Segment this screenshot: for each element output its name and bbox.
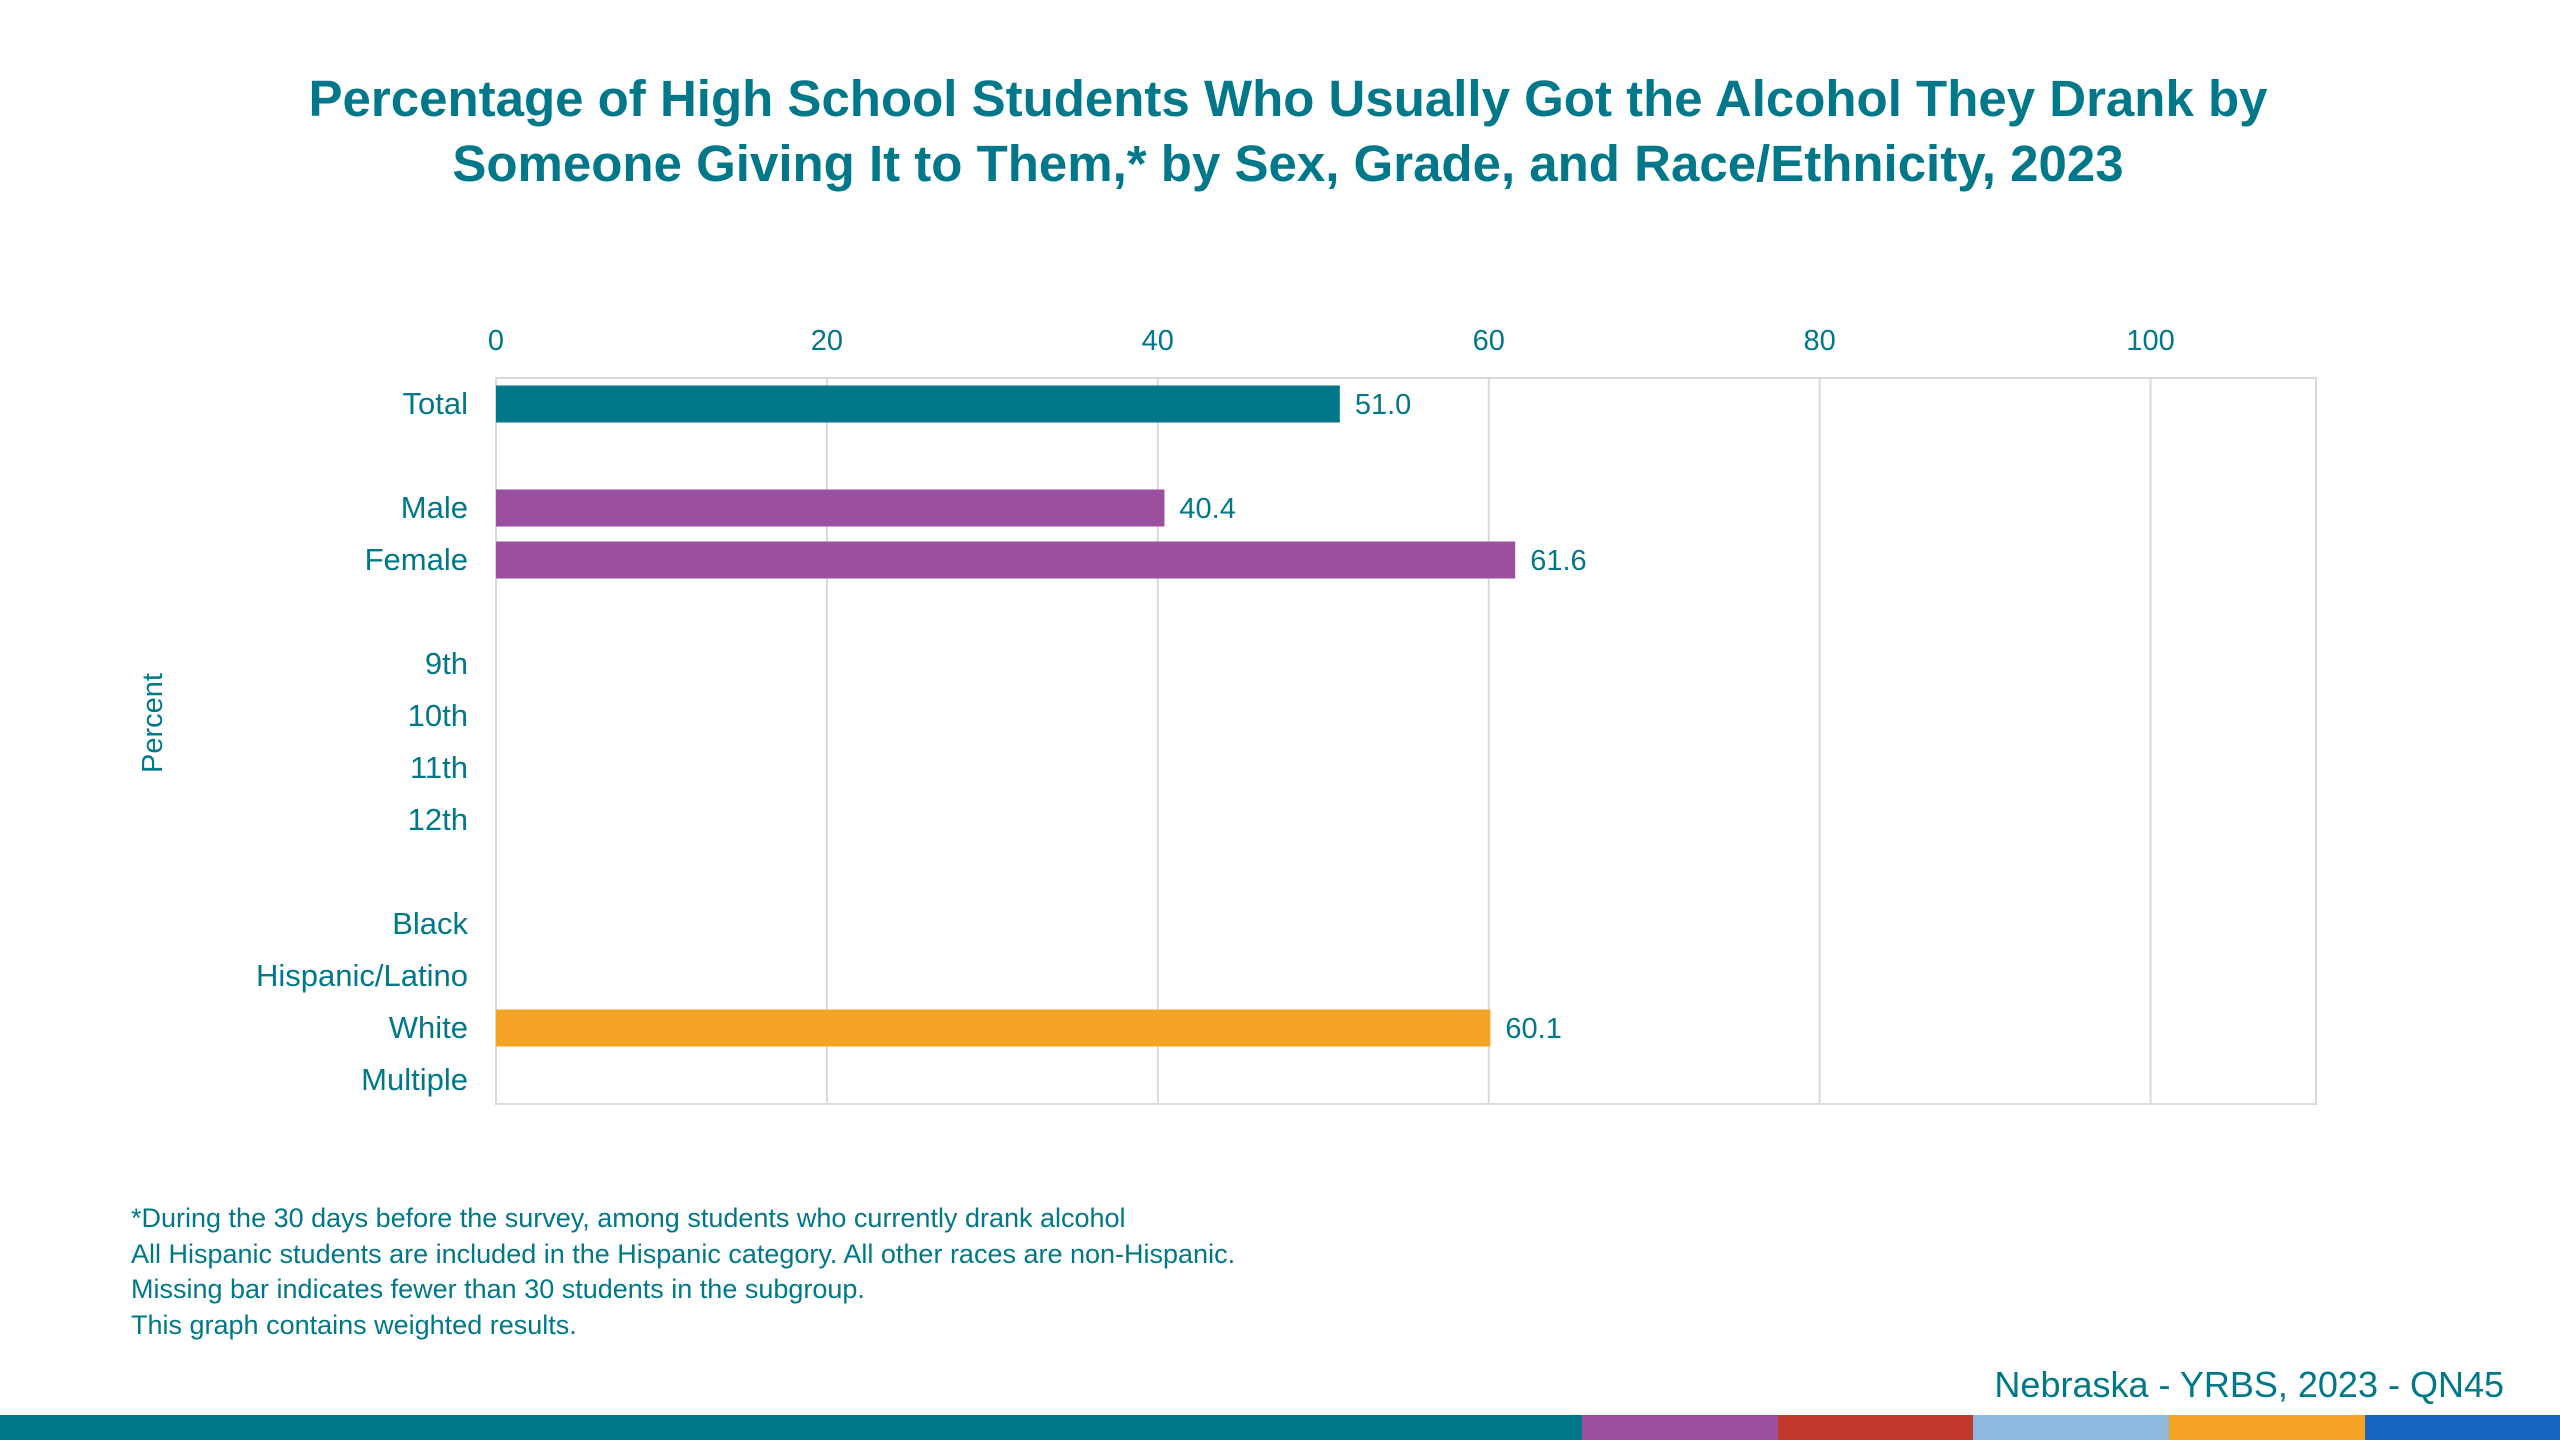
value-label: 51.0: [1355, 389, 1411, 421]
x-tick-label: 80: [1804, 325, 1836, 357]
x-axis-ticks: 0 20 40 60 80 100: [488, 325, 2175, 357]
x-tick-label: 0: [488, 325, 504, 357]
value-label: 61.6: [1530, 545, 1586, 577]
source-label: Nebraska - YRBS, 2023 - QN45: [1994, 1364, 2504, 1405]
chart-title: Percentage of High School Students Who U…: [0, 66, 2560, 196]
bars: [496, 385, 1516, 1047]
bar: [496, 489, 1165, 527]
footer-segment: [2365, 1415, 2560, 1440]
category-label: 11th: [410, 750, 468, 785]
footer-segment: [1973, 1415, 2169, 1440]
bar: [496, 385, 1340, 423]
x-tick-label: 60: [1473, 325, 1505, 357]
footnote-line: Missing bar indicates fewer than 30 stud…: [131, 1274, 865, 1304]
footer-segment: [2169, 1415, 2365, 1440]
value-label: 40.4: [1179, 493, 1235, 525]
bar: [496, 1009, 1491, 1047]
category-label: White: [389, 1010, 468, 1045]
footer-segment: [1582, 1415, 1778, 1440]
chart-title-line-1: Percentage of High School Students Who U…: [308, 70, 2268, 127]
category-label: Black: [392, 906, 468, 941]
footnotes: *During the 30 days before the survey, a…: [131, 1201, 1235, 1343]
y-axis-label: Percent: [137, 673, 169, 773]
chart-title-line-2: Someone Giving It to Them,* by Sex, Grad…: [452, 135, 2124, 192]
footnote-line: This graph contains weighted results.: [131, 1309, 577, 1340]
plot-frame: [495, 377, 2317, 1105]
category-label: 9th: [425, 646, 468, 681]
bar: [496, 541, 1516, 579]
category-label: Multiple: [361, 1062, 468, 1097]
x-tick-label: 40: [1142, 325, 1174, 357]
footnote-line: *During the 30 days before the survey, a…: [131, 1203, 1126, 1233]
footer-color-bar: [0, 1415, 2560, 1440]
x-tick-label: 20: [811, 325, 843, 357]
value-label: 60.1: [1505, 1013, 1561, 1045]
gridlines: [495, 377, 2317, 1105]
category-label: Total: [403, 386, 468, 421]
x-tick-label: 100: [2126, 325, 2174, 357]
category-label: Male: [401, 490, 468, 525]
category-label: 10th: [408, 698, 468, 733]
footer-segment: [1778, 1415, 1973, 1440]
category-labels: Total Male Female 9th 10th 11th 12th Black Hispa…: [256, 386, 468, 1097]
value-labels: 51.0 40.4 61.6 60.1: [1179, 389, 1586, 1045]
category-label: 12th: [408, 802, 468, 837]
category-label: Hispanic/Latino: [256, 958, 468, 993]
footer-segment: [0, 1415, 1582, 1440]
footnote-line: All Hispanic students are included in th…: [131, 1238, 1236, 1269]
category-label: Female: [365, 542, 468, 577]
